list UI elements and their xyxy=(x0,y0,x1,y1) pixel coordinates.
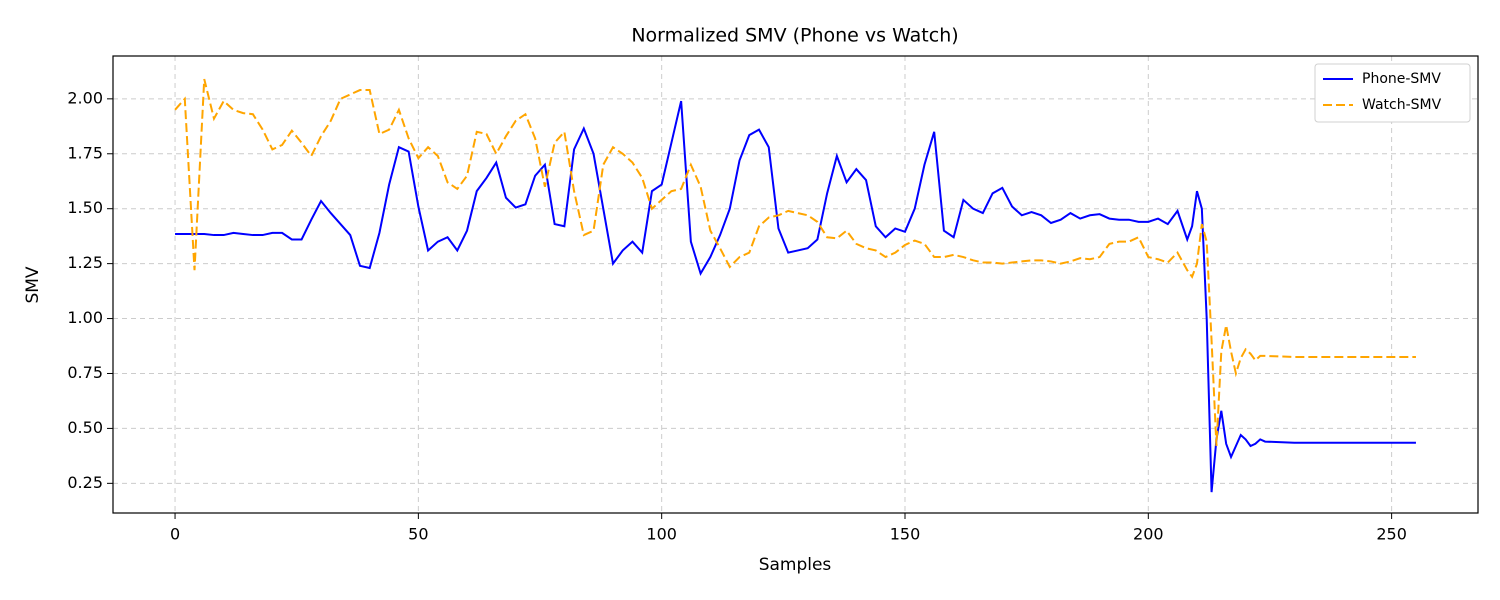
y-tick-label: 1.00 xyxy=(67,308,103,327)
x-tick-label: 100 xyxy=(646,525,677,544)
y-tick-label: 1.25 xyxy=(67,253,103,272)
legend-label: Phone-SMV xyxy=(1362,71,1441,87)
x-axis-label: Samples xyxy=(759,555,832,575)
x-tick-label: 150 xyxy=(890,525,921,544)
x-tick-label: 250 xyxy=(1376,525,1407,544)
series-line xyxy=(174,78,1416,447)
y-tick-label: 0.50 xyxy=(67,418,103,437)
y-tick-label: 2.00 xyxy=(67,88,103,107)
legend-box xyxy=(1314,63,1471,123)
series-line xyxy=(175,100,1416,493)
chart-title: Normalized SMV (Phone vs Watch) xyxy=(631,25,958,47)
y-tick-label: 1.50 xyxy=(67,198,103,217)
x-tick-label: 200 xyxy=(1133,525,1164,544)
x-tick-label: 0 xyxy=(170,525,180,544)
y-tick-label: 1.75 xyxy=(67,143,103,162)
y-tick-label: 0.75 xyxy=(67,363,103,382)
legend: Phone-SMV Watch-SMV xyxy=(1314,63,1471,123)
legend-label: Watch-SMV xyxy=(1362,97,1442,113)
x-tick-label: 50 xyxy=(408,525,428,544)
plot-frame xyxy=(112,55,1479,514)
y-axis-label: SMV xyxy=(23,266,43,303)
y-tick-label: 0.25 xyxy=(67,473,103,492)
